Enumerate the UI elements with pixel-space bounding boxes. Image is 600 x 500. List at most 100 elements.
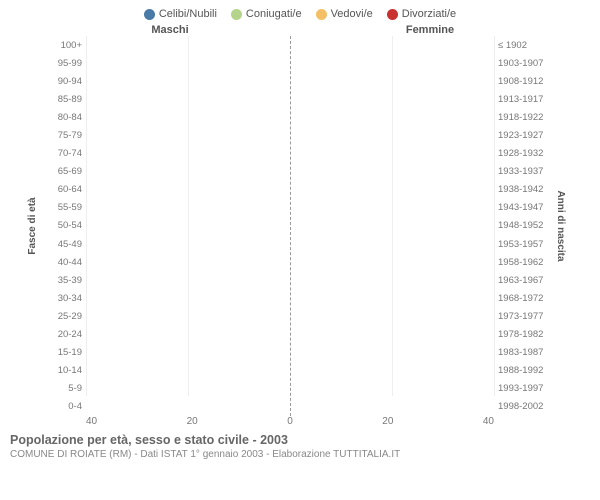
male-side — [86, 108, 290, 126]
bar-pair — [86, 72, 494, 90]
birth-year-label: 1908-1912 — [494, 76, 552, 87]
footer: Popolazione per età, sesso e stato civil… — [0, 427, 600, 460]
pyramid-chart: 100+≤ 190295-991903-190790-941908-191285… — [48, 36, 552, 416]
female-side — [290, 307, 494, 325]
bar-pair — [86, 235, 494, 253]
male-side — [86, 145, 290, 163]
female-side — [290, 344, 494, 362]
age-row: 40-441958-1962 — [48, 253, 552, 271]
age-row: 100+ ≤ 1902 — [48, 36, 552, 54]
birth-year-label: 1968-1972 — [494, 293, 552, 304]
female-side — [290, 362, 494, 380]
age-row: 60-64 1938-1942 — [48, 181, 552, 199]
birth-year-label: 1963-1967 — [494, 275, 552, 286]
x-tick: 20 — [382, 416, 393, 427]
bar-pair — [86, 126, 494, 144]
age-label: 15-19 — [48, 347, 86, 358]
female-side — [290, 54, 494, 72]
female-side — [290, 199, 494, 217]
age-row: 65-691933-1937 — [48, 163, 552, 181]
birth-year-label: 1998-2002 — [494, 401, 552, 412]
bar-pair — [86, 326, 494, 344]
legend-label: Divorziati/e — [402, 8, 456, 20]
bar-pair — [86, 398, 494, 416]
age-label: 100+ — [48, 40, 86, 51]
age-row: 25-291973-1977 — [48, 307, 552, 325]
age-label: 90-94 — [48, 76, 86, 87]
age-label: 75-79 — [48, 130, 86, 141]
female-side — [290, 90, 494, 108]
birth-year-label: 1923-1927 — [494, 130, 552, 141]
age-row: 85-891913-1917 — [48, 90, 552, 108]
male-side — [86, 36, 290, 54]
female-side — [290, 181, 494, 199]
bar-pair — [86, 145, 494, 163]
birth-year-label: 1983-1987 — [494, 347, 552, 358]
age-row: 90-94 1908-1912 — [48, 72, 552, 90]
birth-year-label: 1913-1917 — [494, 94, 552, 105]
age-label: 25-29 — [48, 311, 86, 322]
age-label: 60-64 — [48, 184, 86, 195]
male-side — [86, 326, 290, 344]
female-side — [290, 126, 494, 144]
legend-swatch — [231, 9, 242, 20]
bar-pair — [86, 307, 494, 325]
age-row: 45-491953-1957 — [48, 235, 552, 253]
age-label: 80-84 — [48, 112, 86, 123]
female-side — [290, 380, 494, 398]
chart-subtitle: COMUNE DI ROIATE (RM) - Dati ISTAT 1° ge… — [10, 449, 590, 460]
age-row: 10-141988-1992 — [48, 362, 552, 380]
legend-item: Celibi/Nubili — [144, 8, 217, 20]
male-side — [86, 253, 290, 271]
age-label: 70-74 — [48, 148, 86, 159]
birth-year-label: 1903-1907 — [494, 58, 552, 69]
age-row: 75-79 1923-1927 — [48, 126, 552, 144]
male-side — [86, 362, 290, 380]
age-row: 0-41998-2002 — [48, 398, 552, 416]
age-row: 50-541948-1952 — [48, 217, 552, 235]
chart-title: Popolazione per età, sesso e stato civil… — [10, 433, 590, 447]
birth-year-label: 1938-1942 — [494, 184, 552, 195]
female-side — [290, 398, 494, 416]
bar-pair — [86, 217, 494, 235]
bar-pair — [86, 181, 494, 199]
age-label: 10-14 — [48, 365, 86, 376]
age-row: 35-391963-1967 — [48, 271, 552, 289]
male-side — [86, 72, 290, 90]
legend-item: Vedovi/e — [316, 8, 373, 20]
bar-pair — [86, 253, 494, 271]
age-label: 5-9 — [48, 383, 86, 394]
legend-swatch — [316, 9, 327, 20]
bar-pair — [86, 108, 494, 126]
age-row: 15-19 1983-1987 — [48, 344, 552, 362]
male-side — [86, 271, 290, 289]
female-side — [290, 235, 494, 253]
legend-label: Coniugati/e — [246, 8, 302, 20]
birth-year-label: 1943-1947 — [494, 202, 552, 213]
male-side — [86, 163, 290, 181]
age-label: 55-59 — [48, 202, 86, 213]
bar-pair — [86, 344, 494, 362]
header-female: Femmine — [300, 24, 600, 36]
male-side — [86, 380, 290, 398]
y-axis-right-title: Anni di nascita — [555, 190, 566, 261]
gender-headers: Maschi Femmine — [0, 24, 600, 36]
age-label: 30-34 — [48, 293, 86, 304]
birth-year-label: 1918-1922 — [494, 112, 552, 123]
female-side — [290, 253, 494, 271]
male-side — [86, 181, 290, 199]
female-side — [290, 145, 494, 163]
bar-pair — [86, 163, 494, 181]
birth-year-label: ≤ 1902 — [494, 40, 552, 51]
female-side — [290, 36, 494, 54]
y-axis-left-title: Fasce di età — [27, 197, 38, 254]
female-side — [290, 72, 494, 90]
female-side — [290, 163, 494, 181]
birth-year-label: 1958-1962 — [494, 257, 552, 268]
bar-pair — [86, 362, 494, 380]
x-tick: 40 — [86, 416, 97, 427]
age-row: 55-59 1943-1947 — [48, 199, 552, 217]
age-row: 5-91993-1997 — [48, 380, 552, 398]
age-row: 20-241978-1982 — [48, 326, 552, 344]
age-label: 45-49 — [48, 239, 86, 250]
